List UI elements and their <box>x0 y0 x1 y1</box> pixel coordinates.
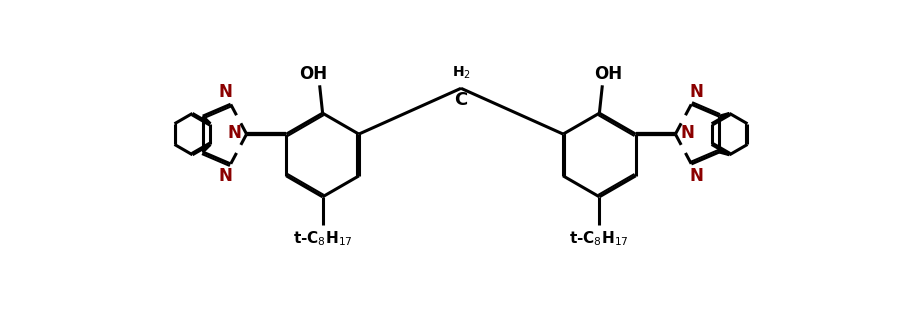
Text: N: N <box>688 167 702 185</box>
Text: N: N <box>688 83 702 101</box>
Text: N: N <box>680 124 694 142</box>
Text: t-C$_8$H$_{17}$: t-C$_8$H$_{17}$ <box>292 230 352 248</box>
Text: H$_2$: H$_2$ <box>451 65 470 81</box>
Text: N: N <box>219 83 233 101</box>
Text: t-C$_8$H$_{17}$: t-C$_8$H$_{17}$ <box>569 230 629 248</box>
Text: N: N <box>219 167 233 185</box>
Text: OH: OH <box>594 65 622 83</box>
Text: OH: OH <box>300 65 327 83</box>
Text: N: N <box>228 124 242 142</box>
Text: C: C <box>454 91 467 109</box>
